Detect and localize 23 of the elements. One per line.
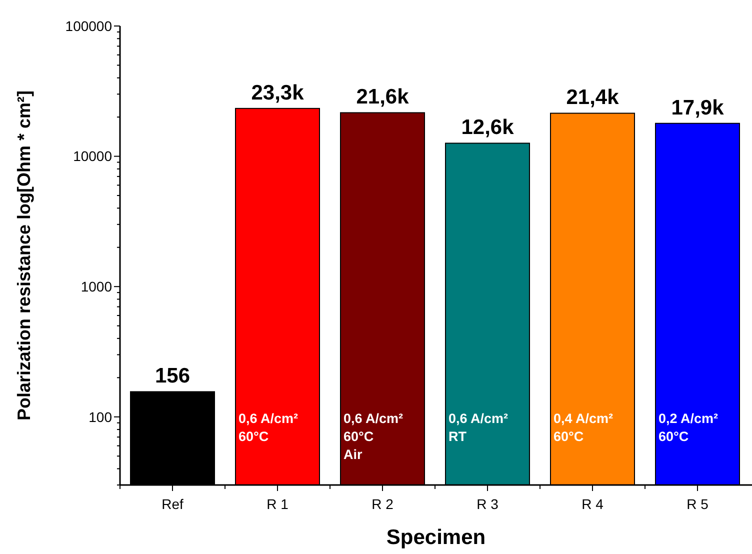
data-label: 17,9k <box>671 96 724 120</box>
data-label: 21,4k <box>566 86 620 110</box>
x-tick-label: Ref <box>162 496 184 512</box>
annotation: 0,6 A/cm² 60°C Air <box>344 411 404 462</box>
annotation: 0,6 A/cm² 60°C <box>238 411 299 444</box>
x-tick-label: R 3 <box>476 496 499 512</box>
y-tick-label: 100 <box>88 408 112 425</box>
y-tick-label: 10000 <box>73 148 112 164</box>
x-tick-label: R 2 <box>372 496 394 512</box>
x-tick-label: R 1 <box>266 496 289 512</box>
y-tick-label: 1000 <box>80 278 112 294</box>
x-tick-label: R 5 <box>686 496 709 512</box>
annotation: 0,2 A/cm² 60°C <box>658 411 719 444</box>
data-label: 23,3k <box>251 81 304 104</box>
x-axis-title: Specimen <box>386 526 486 549</box>
y-tick-label: 100000 <box>65 18 112 34</box>
annotation: 0,4 A/cm² 60°C <box>554 411 614 444</box>
data-label: 156 <box>154 364 190 388</box>
data-label: 12,6k <box>461 116 514 140</box>
x-tick-label: R 4 <box>582 496 604 512</box>
annotation: 0,6 A/cm² RT <box>448 411 509 444</box>
data-label: 21,6k <box>356 86 410 109</box>
y-axis-title: Polarization resistance log[Ohm * cm²] <box>14 90 34 421</box>
